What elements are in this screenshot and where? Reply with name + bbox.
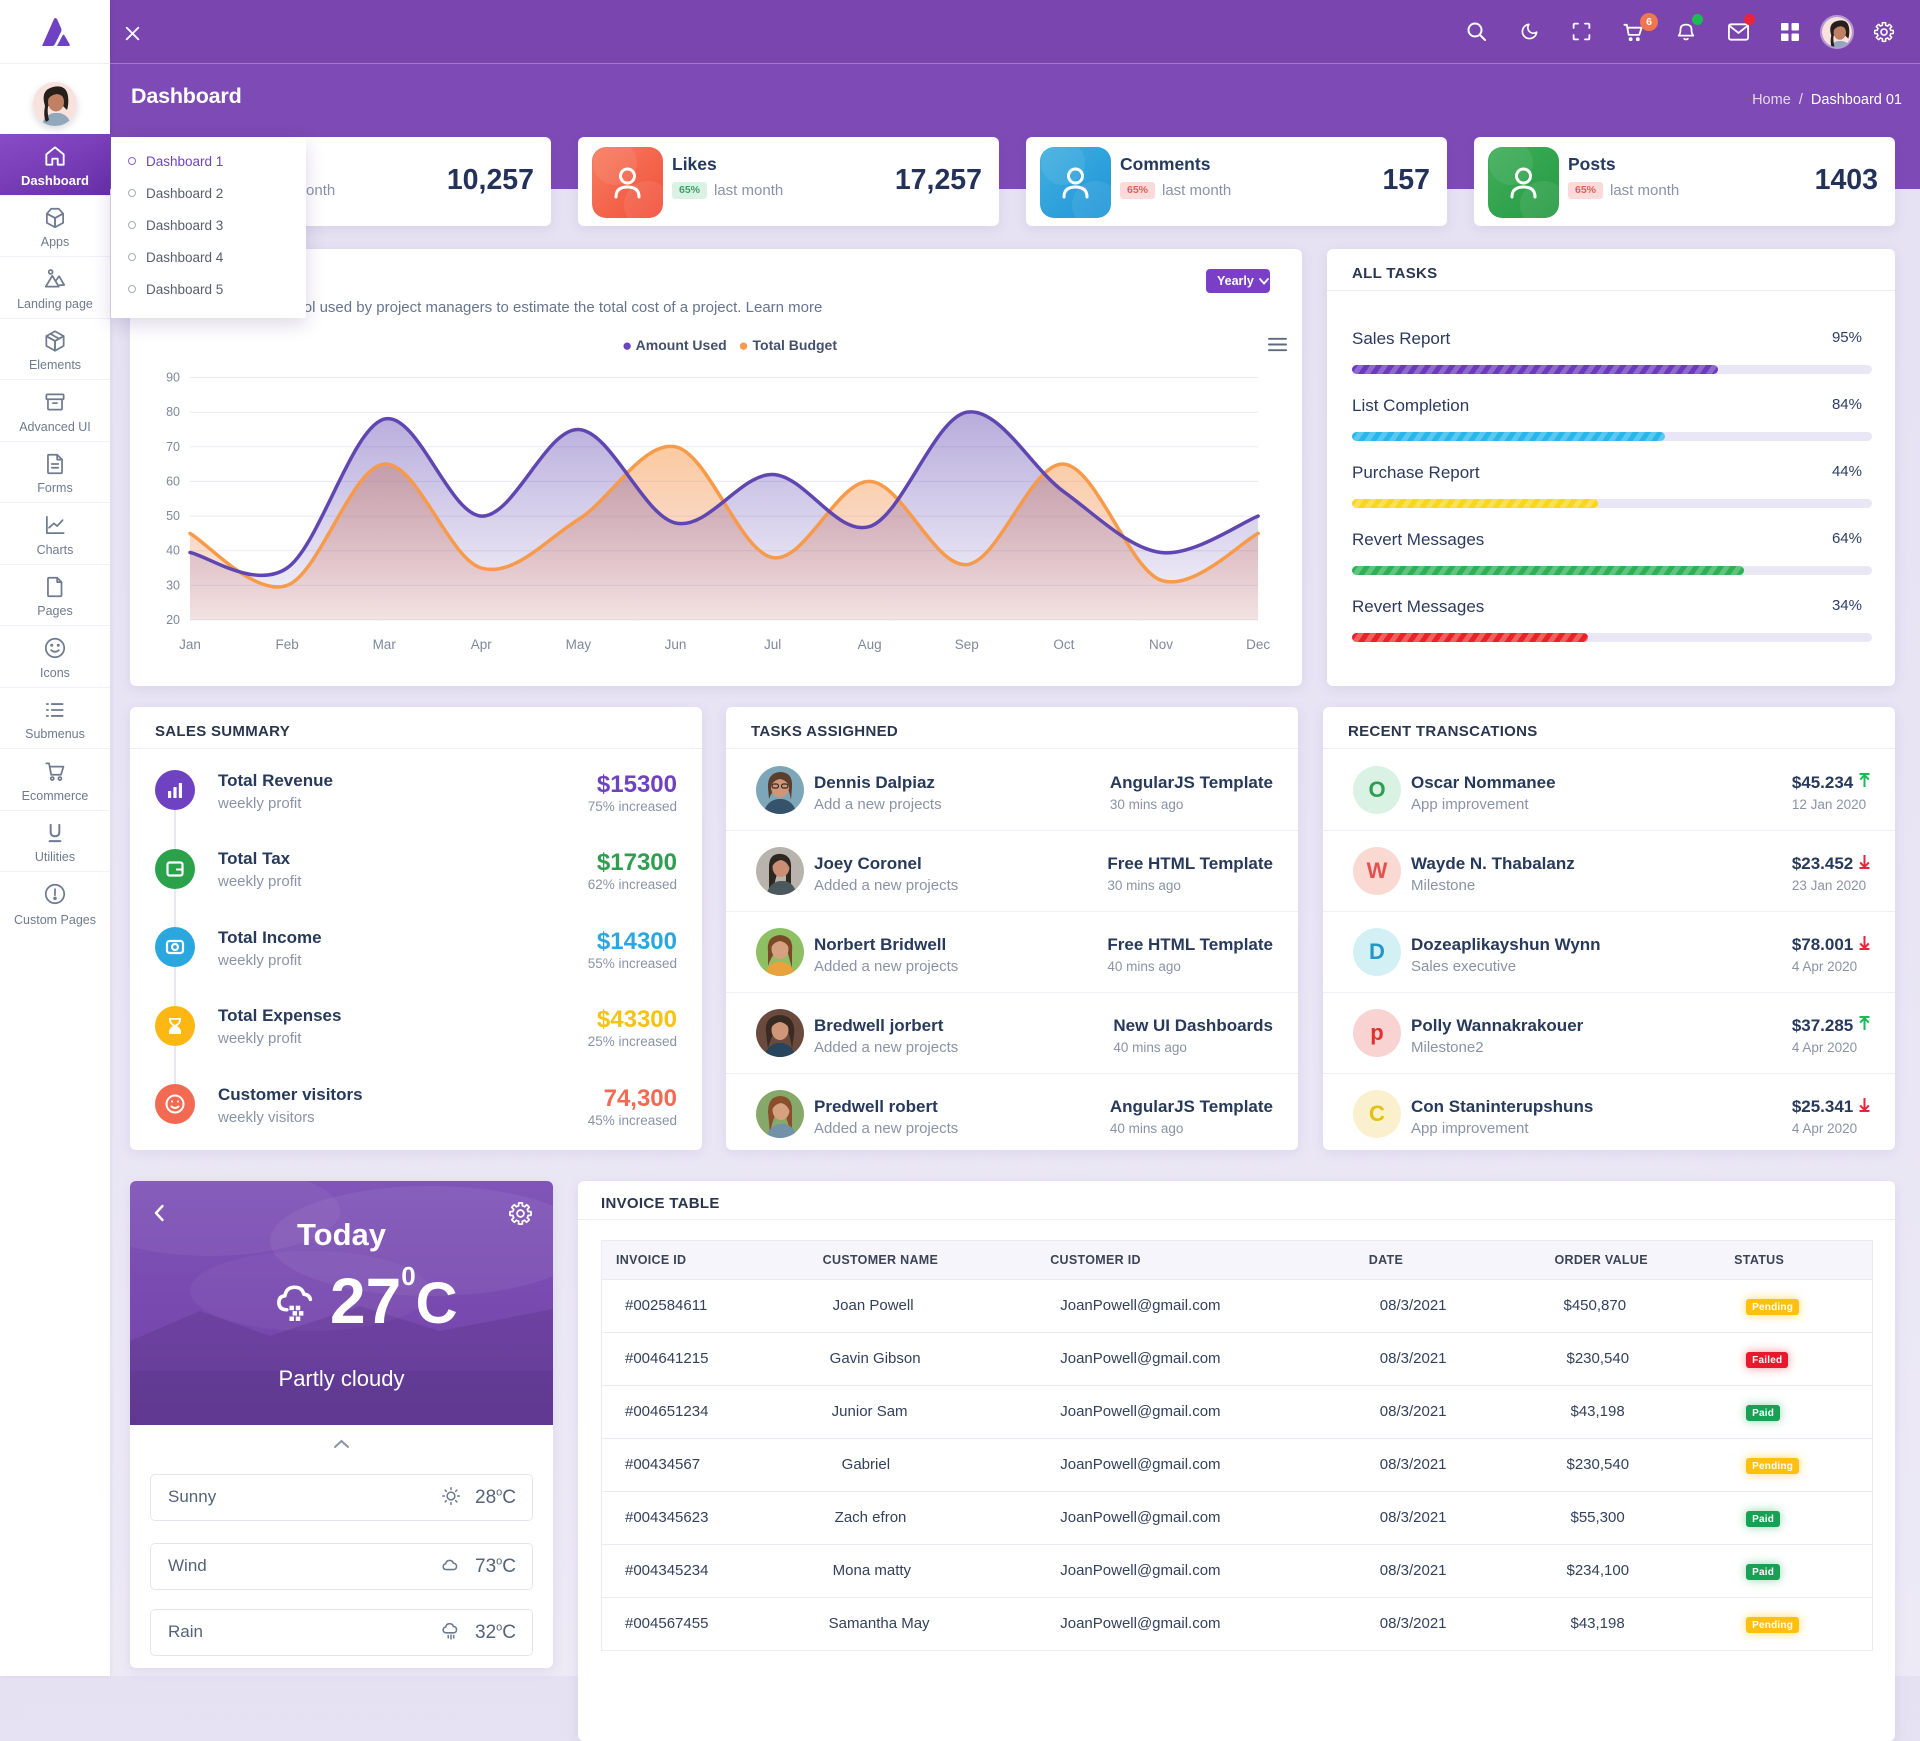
svg-text:80: 80 — [166, 405, 180, 419]
svg-text:50: 50 — [166, 509, 180, 523]
svg-text:Dec: Dec — [1246, 637, 1270, 652]
svg-text:90: 90 — [166, 371, 180, 385]
svg-text:Jul: Jul — [764, 637, 781, 652]
svg-text:60: 60 — [166, 474, 180, 488]
svg-text:Aug: Aug — [858, 637, 882, 652]
svg-text:Apr: Apr — [471, 637, 493, 652]
svg-text:Nov: Nov — [1149, 637, 1173, 652]
svg-text:30: 30 — [166, 578, 180, 592]
svg-text:Sep: Sep — [955, 637, 979, 652]
svg-text:Jun: Jun — [665, 637, 687, 652]
svg-text:Oct: Oct — [1053, 637, 1074, 652]
svg-text:70: 70 — [166, 440, 180, 454]
svg-text:Feb: Feb — [275, 637, 298, 652]
svg-text:May: May — [566, 637, 592, 652]
svg-text:40: 40 — [166, 544, 180, 558]
svg-text:Jan: Jan — [179, 637, 201, 652]
svg-text:20: 20 — [166, 613, 180, 627]
svg-text:Mar: Mar — [373, 637, 397, 652]
